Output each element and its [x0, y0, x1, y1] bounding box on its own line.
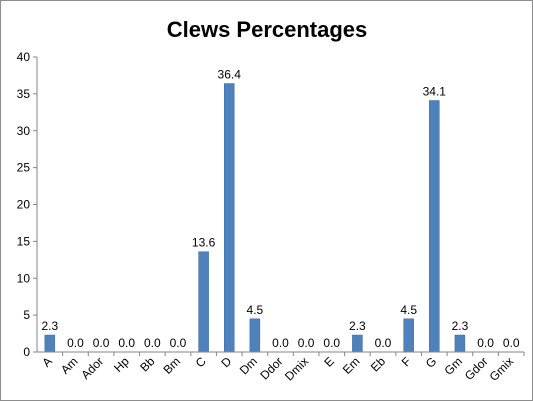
data-label-Hp: 0.0 [118, 336, 135, 350]
x-tick-label-E: E [321, 354, 337, 370]
data-label-Ddor: 0.0 [272, 336, 289, 350]
y-tick-label: 5 [23, 308, 30, 322]
bar-A [44, 334, 56, 353]
x-tick-label-Ador: Ador [78, 354, 106, 382]
x-tick-label-Am: Am [58, 354, 81, 377]
data-label-Gdor: 0.0 [477, 336, 494, 350]
data-label-Bb: 0.0 [144, 336, 161, 350]
data-label-Em: 2.3 [349, 319, 366, 333]
y-tick-label: 25 [17, 161, 31, 175]
bar-Gm [454, 334, 466, 353]
x-tick-label-G: G [423, 354, 440, 371]
x-tick-label-Bm: Bm [160, 354, 183, 377]
y-tick-label: 20 [17, 198, 31, 212]
data-label-Dm: 4.5 [247, 303, 264, 317]
data-label-A: 2.3 [41, 319, 58, 333]
bar-Dm [249, 318, 261, 353]
x-tick-label-A: A [39, 354, 55, 370]
data-label-Ador: 0.0 [93, 336, 110, 350]
bar-D [223, 83, 235, 353]
y-tick-label: 30 [17, 124, 31, 138]
axes [36, 57, 524, 353]
y-tick-label: 10 [17, 271, 31, 285]
data-label-F: 4.5 [400, 303, 417, 317]
x-tick-label-Gm: Gm [441, 354, 465, 378]
y-tick-label: 15 [17, 234, 31, 248]
x-tick-label-C: C [193, 354, 209, 370]
bar-Em [352, 334, 363, 353]
data-labels: 2.3 0.0 0.0 0.0 0.0 0.0 13.6 36.4 4.5 0.0 0.0 0.0 2.… [41, 68, 519, 350]
y-tick-label: 35 [17, 87, 31, 101]
x-tick-label-Dm: Dm [237, 354, 260, 377]
bar-F [403, 318, 414, 353]
x-tick-label-Gdor: Gdor [462, 354, 491, 383]
x-tick-label-Dmix: Dmix [282, 354, 311, 383]
chart-title: Clews Percentages [167, 17, 368, 42]
y-axis-ticks: 0 5 10 15 20 25 30 35 40 [17, 50, 37, 359]
data-label-G: 34.1 [423, 85, 447, 99]
x-tick-label-Eb: Eb [368, 354, 389, 375]
y-tick-label: 40 [17, 50, 31, 64]
bar-G [429, 100, 440, 353]
data-label-Bm: 0.0 [170, 336, 187, 350]
x-tick-label-Em: Em [340, 354, 363, 377]
data-label-Dmix: 0.0 [298, 336, 315, 350]
x-tick-label-Hp: Hp [111, 354, 132, 375]
x-tick-label-D: D [218, 354, 234, 370]
data-label-Am: 0.0 [67, 336, 84, 350]
data-label-Gm: 2.3 [452, 319, 469, 333]
x-tick-label-Ddor: Ddor [257, 354, 285, 382]
x-tick-label-F: F [399, 354, 414, 369]
data-label-E: 0.0 [323, 336, 340, 350]
x-tick-label-Gmix: Gmix [487, 354, 517, 384]
y-tick-label: 0 [23, 345, 30, 359]
bar-C [198, 251, 209, 353]
data-label-Gmix: 0.0 [503, 336, 520, 350]
data-label-D: 36.4 [218, 68, 242, 82]
data-label-C: 13.6 [192, 236, 216, 250]
x-tick-label-Bb: Bb [137, 354, 158, 375]
data-label-Eb: 0.0 [375, 336, 392, 350]
